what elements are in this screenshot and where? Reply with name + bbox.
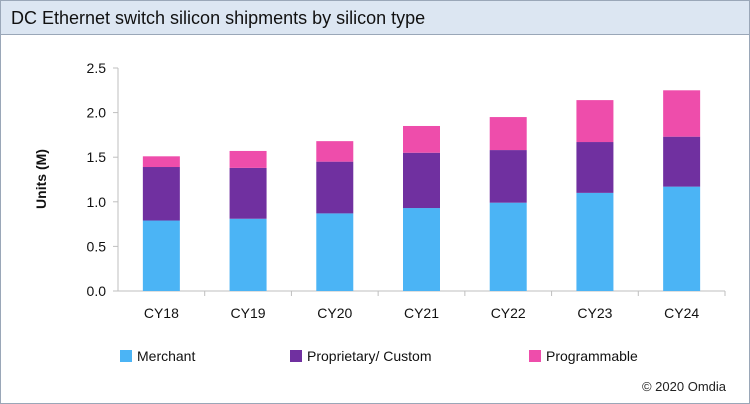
legend-label: Proprietary/ Custom	[307, 348, 431, 364]
bar-segment-cy19-1	[229, 218, 267, 291]
x-tick-label: CY23	[577, 305, 612, 321]
y-tick-label: 0.0	[87, 283, 107, 299]
x-tick-label: CY20	[317, 305, 352, 321]
y-tick-label: 2.0	[87, 105, 107, 121]
bar-segment-cy18-1	[142, 220, 180, 291]
y-tick-label: 2.5	[87, 60, 107, 76]
x-tick-label: CY24	[664, 305, 699, 321]
bar-segment-cy22-1	[489, 202, 527, 291]
bar-segment-cy20-3	[316, 141, 354, 162]
legend-swatch	[290, 350, 302, 362]
bar-segment-cy19-3	[229, 150, 267, 168]
bar-segment-cy20-2	[316, 161, 354, 214]
x-tick-label: CY19	[231, 305, 266, 321]
y-tick-label: 0.5	[87, 238, 107, 254]
copyright-text: © 2020 Omdia	[641, 379, 726, 394]
bar-segment-cy23-3	[576, 100, 614, 143]
y-axis-label: Units (M)	[33, 149, 49, 209]
bar-segment-cy22-3	[489, 117, 527, 151]
bar-segment-cy24-1	[663, 186, 701, 291]
axes: 0.0 0.5 1.0 1.5 2.0 2.5 CY18 CY19 CY20 CY21 CY22 CY…	[87, 60, 726, 321]
bar-segment-cy21-3	[403, 125, 440, 153]
bar-segment-cy24-2	[663, 136, 701, 187]
chart-title: DC Ethernet switch silicon shipments by …	[11, 8, 426, 28]
y-tick-label: 1.0	[87, 194, 107, 210]
legend-label: Programmable	[546, 348, 638, 364]
bar-segment-cy22-2	[489, 150, 527, 203]
x-tick-label: CY21	[404, 305, 439, 321]
bar-segment-cy21-1	[403, 208, 440, 291]
legend-swatch	[120, 350, 132, 362]
legend-label: Merchant	[137, 348, 195, 364]
bar-segment-cy20-1	[316, 213, 354, 291]
legend-swatch	[529, 350, 541, 362]
x-tick-label: CY22	[491, 305, 526, 321]
bar-segment-cy21-2	[403, 152, 440, 209]
bar-segment-cy23-2	[576, 142, 614, 193]
x-tick-label: CY18	[144, 305, 179, 321]
title-bar: DC Ethernet switch silicon shipments by …	[1, 1, 749, 35]
bar-segment-cy19-2	[229, 167, 267, 219]
y-tick-label: 1.5	[87, 149, 107, 165]
bar-segment-cy18-2	[142, 167, 180, 221]
bar-segment-cy23-1	[576, 192, 614, 291]
legend: Merchant Proprietary/ Custom Programmable	[120, 348, 638, 364]
bar-segment-cy18-3	[142, 156, 180, 168]
bar-segment-cy24-3	[663, 90, 701, 137]
bars	[142, 90, 701, 291]
